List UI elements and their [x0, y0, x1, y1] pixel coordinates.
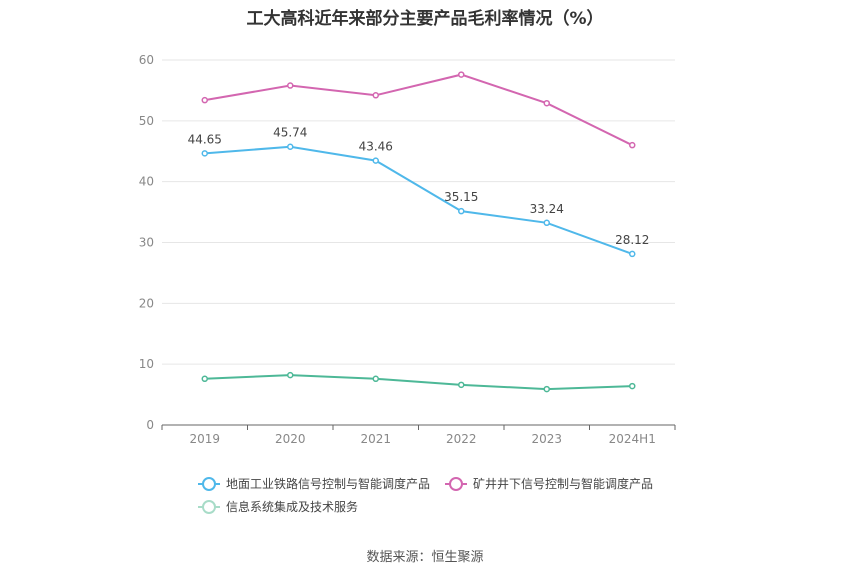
data-point — [287, 143, 294, 150]
series-line — [204, 145, 633, 255]
data-point — [372, 375, 379, 383]
x-tick-label: 2020 — [275, 432, 306, 446]
data-label: 44.65 — [188, 132, 222, 146]
data-point — [543, 219, 550, 227]
y-tick-label: 10 — [139, 357, 154, 371]
data-source: 数据来源：恒生聚源 — [366, 550, 484, 565]
data-point — [458, 207, 465, 215]
y-tick-label: 0 — [146, 418, 154, 432]
data-label: 45.74 — [273, 126, 307, 140]
y-tick-label: 50 — [139, 114, 154, 128]
x-tick-label: 2021 — [360, 432, 391, 446]
y-tick-label: 20 — [139, 296, 154, 310]
data-point — [287, 371, 294, 379]
data-point — [372, 92, 379, 99]
data-point — [458, 71, 465, 78]
chart-title: 工大高科近年来部分主要产品毛利率情况（%） — [246, 9, 604, 29]
legend-item-mine[interactable]: 矿井井下信号控制与智能调度产品 — [445, 475, 653, 492]
data-point — [629, 250, 636, 258]
data-point — [543, 385, 550, 393]
x-tick-label: 2024H1 — [609, 432, 656, 446]
data-label: 35.15 — [444, 190, 478, 204]
legend-swatch-icon — [198, 476, 220, 491]
y-tick-label: 30 — [139, 236, 154, 250]
legend-swatch-icon — [445, 476, 467, 491]
legend-swatch-icon — [198, 499, 220, 514]
data-label: 28.12 — [615, 233, 649, 247]
legend-item-integration[interactable]: 信息系统集成及技术服务 — [198, 498, 358, 515]
x-tick-label: 2019 — [189, 432, 220, 446]
legend-label: 信息系统集成及技术服务 — [226, 500, 359, 514]
x-tick-label: 2022 — [446, 432, 477, 446]
x-tick-label: 2023 — [531, 432, 562, 446]
data-point — [201, 375, 208, 383]
data-point — [287, 82, 294, 89]
data-point — [201, 150, 208, 157]
legend-label: 地面工业铁路信号控制与智能调度产品 — [226, 477, 431, 491]
y-tick-label: 60 — [139, 53, 154, 67]
data-point — [372, 157, 379, 164]
y-tick-label: 40 — [139, 175, 154, 189]
data-label: 43.46 — [359, 140, 393, 154]
line-chart: 0 10 20 30 40 50 60 2019 2020 2021 2022 2023 2024H1 4… — [139, 53, 676, 446]
data-point — [629, 141, 636, 149]
data-point — [201, 96, 208, 104]
legend-label: 矿井井下信号控制与智能调度产品 — [473, 477, 654, 491]
series-line — [204, 374, 633, 391]
series-line — [204, 73, 633, 147]
data-point — [629, 382, 636, 390]
data-point — [543, 99, 550, 107]
data-point — [458, 381, 465, 389]
legend-item-surface[interactable]: 地面工业铁路信号控制与智能调度产品 — [198, 475, 430, 492]
data-label: 33.24 — [530, 202, 564, 216]
